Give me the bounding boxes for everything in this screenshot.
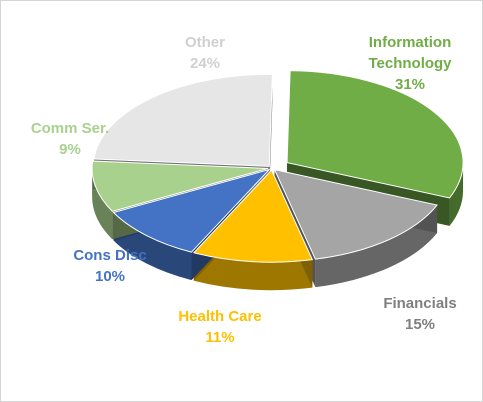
pie-side-financials xyxy=(315,205,438,288)
pie-slice-financials xyxy=(273,168,438,260)
pie-side-comm-ser xyxy=(92,168,113,240)
pie-label-category: Comm Ser. xyxy=(30,120,110,137)
pie-label-category: Financials xyxy=(383,295,457,312)
pie-slice-health-care xyxy=(192,169,314,263)
pie-slice-comm-ser xyxy=(91,160,269,212)
pie-side-information-technology xyxy=(449,162,464,226)
pie-label-health-care: Health Care 11% xyxy=(160,306,280,348)
pie-slice-other xyxy=(93,73,273,167)
pie-label-value: 11% xyxy=(205,329,235,346)
pie-label-value: 24% xyxy=(189,55,221,72)
pie-label-category: Other xyxy=(184,34,225,51)
pie-label-cons-disc: Cons Disc 10% xyxy=(55,245,165,287)
pie-slice-information-technology xyxy=(286,70,464,199)
pie-label-category: Health Care xyxy=(178,308,262,325)
pie-label-comm-ser: Comm Ser. 9% xyxy=(10,118,130,160)
pie-slice-cons-disc xyxy=(112,168,271,253)
pie-label-value: 15% xyxy=(404,316,436,333)
pie-label-value: 31% xyxy=(394,76,426,93)
pie-label-information-technology: Information Technology 31% xyxy=(345,32,475,95)
pie-label-category: Cons Disc xyxy=(73,247,147,264)
pie-label-other: Other 24% xyxy=(150,32,260,74)
pie-label-category: Information xyxy=(368,34,452,51)
pie-label-financials: Financials 15% xyxy=(360,293,480,335)
pie-label-value: 9% xyxy=(59,141,81,158)
pie-label-category: Technology xyxy=(368,55,452,72)
pie-label-value: 10% xyxy=(94,268,126,285)
